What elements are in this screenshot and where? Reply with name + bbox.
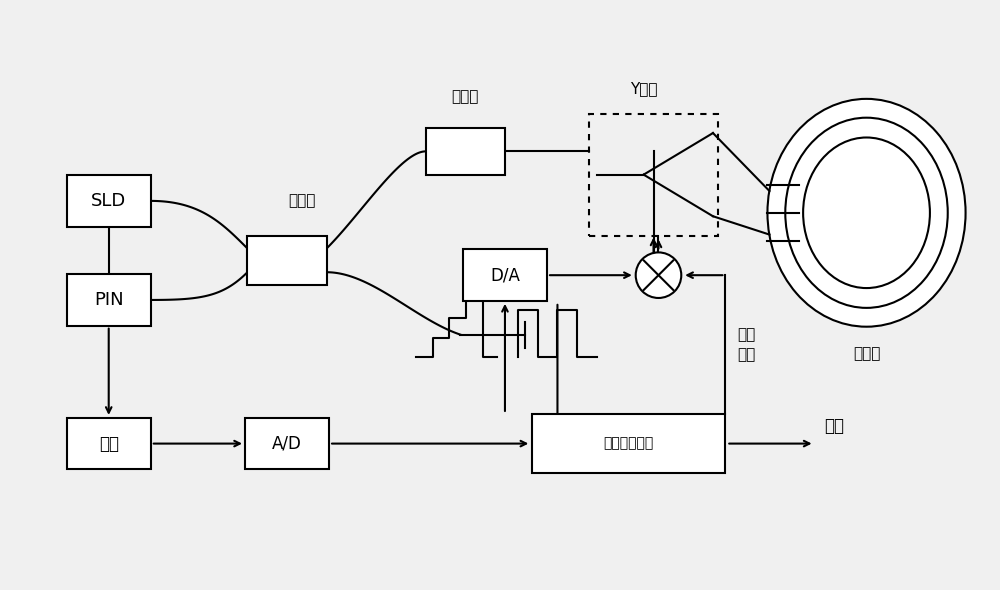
Text: PIN: PIN xyxy=(94,291,124,309)
Bar xyxy=(532,414,725,473)
Bar xyxy=(67,175,151,227)
Ellipse shape xyxy=(767,99,966,327)
Bar xyxy=(463,250,547,301)
Text: SLD: SLD xyxy=(91,192,126,210)
Bar xyxy=(426,127,505,175)
Text: 前放: 前放 xyxy=(99,435,119,453)
Circle shape xyxy=(636,253,681,298)
Text: 起偏器: 起偏器 xyxy=(452,89,479,104)
Bar xyxy=(67,418,151,469)
Bar xyxy=(67,274,151,326)
Bar xyxy=(589,114,718,235)
Text: Y波导: Y波导 xyxy=(630,81,657,96)
Text: 外加
信号: 外加 信号 xyxy=(737,327,755,362)
Text: 光纤环: 光纤环 xyxy=(853,346,880,361)
Text: D/A: D/A xyxy=(490,266,520,284)
Bar xyxy=(245,418,329,469)
Text: 耦合器: 耦合器 xyxy=(288,194,316,208)
Text: A/D: A/D xyxy=(272,435,302,453)
Text: 输出: 输出 xyxy=(824,417,844,435)
Text: 信号处理单元: 信号处理单元 xyxy=(604,437,654,451)
Bar xyxy=(247,235,327,285)
